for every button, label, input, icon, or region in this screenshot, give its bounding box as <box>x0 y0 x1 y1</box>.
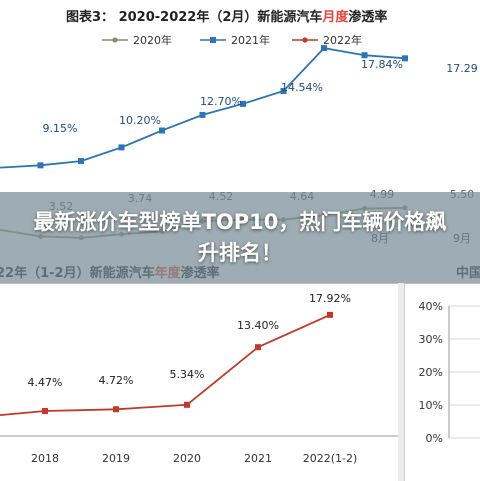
data-point <box>321 45 327 52</box>
data-point <box>42 408 48 415</box>
y-tick-label: 30% <box>419 333 443 346</box>
y-tick-label: 10% <box>419 399 443 412</box>
data-point <box>280 87 287 94</box>
x-tick-label: 2021 <box>244 452 272 465</box>
top-chart-title: 图表3： 2020-2022年（2月）新能源汽车月度渗透率 <box>66 9 387 25</box>
top-chart-title-suffix: 渗透率 <box>348 9 387 25</box>
series-line <box>0 314 331 416</box>
data-label-2021: 12.70% <box>200 95 242 108</box>
x-tick-label: 2018 <box>31 452 59 465</box>
top-chart-title-prefix: 图表3： 2020-2022年（2月）新能源汽车 <box>66 9 322 25</box>
right-chart-plot: 40% 30% 20% 10% 0% <box>419 300 480 445</box>
data-label-2021: 17.84% <box>361 58 403 71</box>
left-chart-panel: 4.47% 4.72% 5.34% 13.40% 17.92% 2018 2019 2020 2… <box>0 283 398 481</box>
data-point <box>361 52 368 59</box>
legend-label-1: 2020年 <box>133 33 172 47</box>
data-label-2021: 14.54% <box>281 81 323 94</box>
data-label: 17.92% <box>309 292 351 305</box>
y-tick-label: 20% <box>419 366 443 379</box>
left-chart: 4.47% 4.72% 5.34% 13.40% 17.92% 2018 2019 2020 2… <box>0 292 398 465</box>
data-label-2021: 17.29 <box>446 62 478 75</box>
legend-marker-icon <box>302 37 308 43</box>
top-chart-title-highlight: 月度 <box>321 9 349 25</box>
headline-banner[interactable]: 最新涨价车型榜单TOP10，热门车辆价格飙升排名！ <box>0 192 480 283</box>
data-point <box>78 158 84 165</box>
data-point <box>37 162 44 169</box>
data-label: 4.72% <box>99 374 134 387</box>
data-point <box>184 401 190 408</box>
x-tick-label: 2022(1-2) <box>303 452 358 465</box>
right-chart-panel: 40% 30% 20% 10% 0% <box>404 283 480 481</box>
data-label-2021: 9.15% <box>43 122 78 135</box>
data-point <box>159 127 165 134</box>
data-label-2021: 10.20% <box>119 114 161 127</box>
data-label: 5.34% <box>170 368 205 381</box>
data-point <box>118 144 125 151</box>
data-label: 4.47% <box>28 376 63 389</box>
headline-text[interactable]: 最新涨价车型榜单TOP10，热门车辆价格飙升排名！ <box>33 209 447 265</box>
left-chart-plot: 4.47% 4.72% 5.34% 13.40% 17.92% 2018 2019 2020 2… <box>0 292 398 465</box>
right-chart: 40% 30% 20% 10% 0% <box>419 300 480 445</box>
data-point <box>255 344 261 351</box>
x-tick-label: 2019 <box>102 452 130 465</box>
data-point <box>113 406 119 413</box>
legend-marker-icon <box>210 37 216 43</box>
top-chart-legend: 2020年 2021年 2022年 <box>102 33 362 47</box>
data-point <box>240 100 246 107</box>
y-tick-label: 40% <box>419 300 443 313</box>
data-point <box>199 111 206 118</box>
data-point <box>402 55 408 62</box>
x-tick-label: 2020 <box>173 452 201 465</box>
y-tick-label: 0% <box>426 432 443 445</box>
data-label: 13.40% <box>237 319 279 332</box>
legend-marker-icon <box>112 37 118 43</box>
legend-label-2: 2021年 <box>231 33 270 47</box>
data-point <box>327 311 333 318</box>
legend-label-3: 2022年 <box>323 33 362 47</box>
